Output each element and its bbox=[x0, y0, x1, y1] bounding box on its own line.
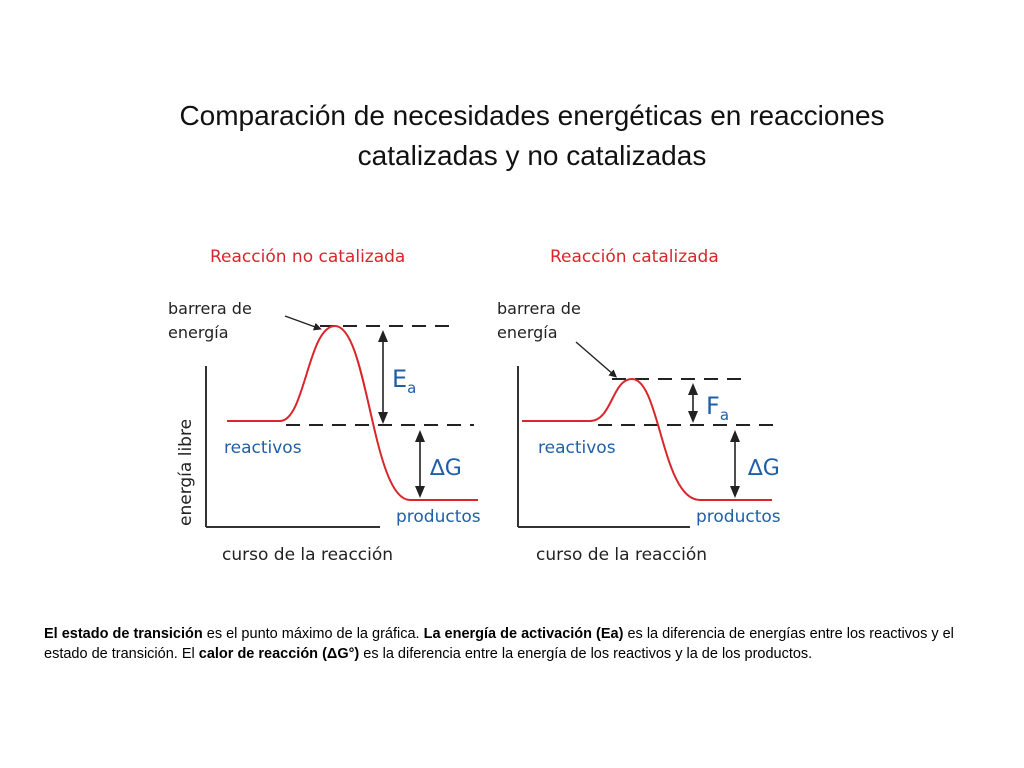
panel-uncatalyzed: Reacción no catalizada barrera de energí… bbox=[168, 247, 481, 565]
title-line-2: catalizadas y no catalizadas bbox=[357, 140, 707, 171]
panel-catalyzed: Reacción catalizada barrera de energía c… bbox=[497, 247, 781, 565]
delta-g-arrow-head-up bbox=[730, 430, 740, 442]
delta-g-arrow-head-down bbox=[730, 486, 740, 498]
barrier-pointer-arrow bbox=[575, 341, 618, 378]
caption-term-activation-energy: La energía de activación (Ea) bbox=[423, 626, 624, 642]
title-line-1: Comparación de necesidades energéticas e… bbox=[179, 100, 885, 131]
barrier-label-line-1: barrera de bbox=[497, 299, 581, 318]
caption-paragraph: El estado de transición es el punto máxi… bbox=[44, 624, 989, 664]
delta-g-label: ∆G bbox=[429, 456, 462, 481]
barrier-label-line-2: energía bbox=[497, 323, 558, 342]
fa-label: Fa bbox=[706, 392, 729, 424]
ea-label: Ea bbox=[392, 365, 416, 397]
ea-arrow-head-up bbox=[378, 330, 388, 342]
delta-g-arrow-head-down bbox=[415, 486, 425, 498]
ea-arrow-head-down bbox=[378, 412, 388, 424]
delta-g-label: ∆G bbox=[747, 456, 780, 481]
barrier-label-line-1: barrera de bbox=[168, 299, 252, 318]
caption-term-reaction-heat: calor de reacción (ΔG°) bbox=[198, 646, 360, 662]
energy-curve-uncatalyzed bbox=[227, 324, 478, 501]
reactants-label: reactivos bbox=[224, 438, 302, 458]
heading-catalyzed: Reacción catalizada bbox=[550, 247, 719, 267]
caption-text-1: es el punto máximo de la gráfica. bbox=[202, 626, 424, 642]
energy-curve-catalyzed bbox=[522, 377, 772, 501]
y-axis-label: energía libre bbox=[176, 419, 196, 526]
products-label: productos bbox=[696, 507, 781, 527]
heading-uncatalyzed: Reacción no catalizada bbox=[210, 247, 405, 267]
barrier-label-line-2: energía bbox=[168, 323, 229, 342]
caption-text-2: es la diferencia de energías entre los r… bbox=[44, 626, 954, 662]
barrier-pointer-arrow bbox=[284, 315, 322, 331]
reactants-label: reactivos bbox=[538, 438, 616, 458]
products-label: productos bbox=[396, 507, 481, 527]
fa-arrow-head-down bbox=[688, 411, 698, 423]
caption-term-transition-state: El estado de transición bbox=[44, 626, 203, 642]
x-axis-label-left: curso de la reacción bbox=[222, 545, 393, 565]
delta-g-arrow-head-up bbox=[415, 430, 425, 442]
fa-arrow-head-up bbox=[688, 383, 698, 395]
caption-text-3: es la diferencia entre la energía de los… bbox=[359, 646, 813, 662]
slide-title: Comparación de necesidades energéticas e… bbox=[60, 96, 1004, 176]
x-axis-label-right: curso de la reacción bbox=[536, 545, 707, 565]
